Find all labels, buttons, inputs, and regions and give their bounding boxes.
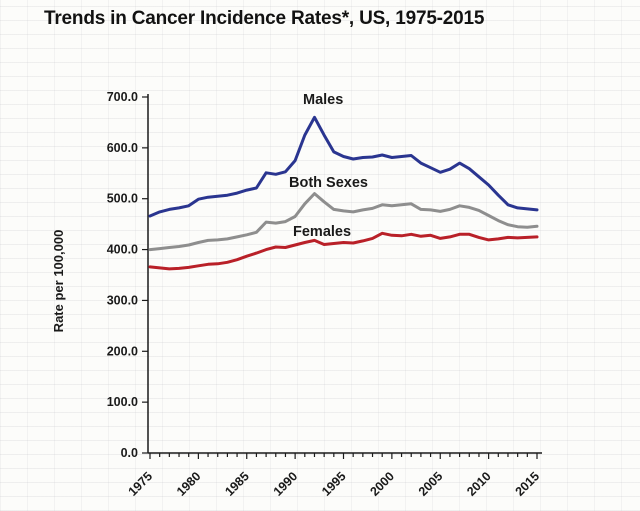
x-tick-label: 1990 [271, 469, 301, 499]
series-label-males: Males [303, 92, 343, 108]
y-axis-title: Rate per 100,000 [51, 230, 66, 333]
y-tick-label: 600.0 [107, 141, 138, 155]
x-tick-label: 1975 [126, 469, 156, 499]
x-tick-label: 2005 [416, 469, 446, 499]
series-label-both-sexes: Both Sexes [289, 175, 368, 191]
y-tick-label: 100.0 [107, 395, 138, 409]
x-tick-label: 2010 [464, 469, 494, 499]
series-lines [148, 115, 539, 271]
series-line-females [148, 231, 539, 271]
y-tick-label: 700.0 [107, 90, 138, 104]
series-label-females: Females [293, 224, 351, 240]
y-tick-label: 400.0 [107, 243, 138, 257]
chart-title: Trends in Cancer Incidence Rates*, US, 1… [44, 8, 485, 29]
x-tick-label: 1980 [174, 469, 204, 499]
series-line-males [148, 115, 539, 218]
x-tick-label: 1995 [319, 469, 349, 499]
x-tick-label: 1985 [222, 469, 252, 499]
series-line-both-sexes [148, 192, 539, 252]
y-tick-label: 300.0 [107, 293, 138, 307]
y-tick-label: 200.0 [107, 344, 138, 358]
y-tick-label: 0.0 [121, 446, 138, 460]
axis-ticks: 0.0 100.0 200.0 300.0 400.0 500.0 600.0 700.0 19… [107, 90, 542, 499]
y-tick-label: 500.0 [107, 192, 138, 206]
x-tick-label: 2000 [367, 469, 397, 499]
x-tick-label: 2015 [513, 469, 543, 499]
